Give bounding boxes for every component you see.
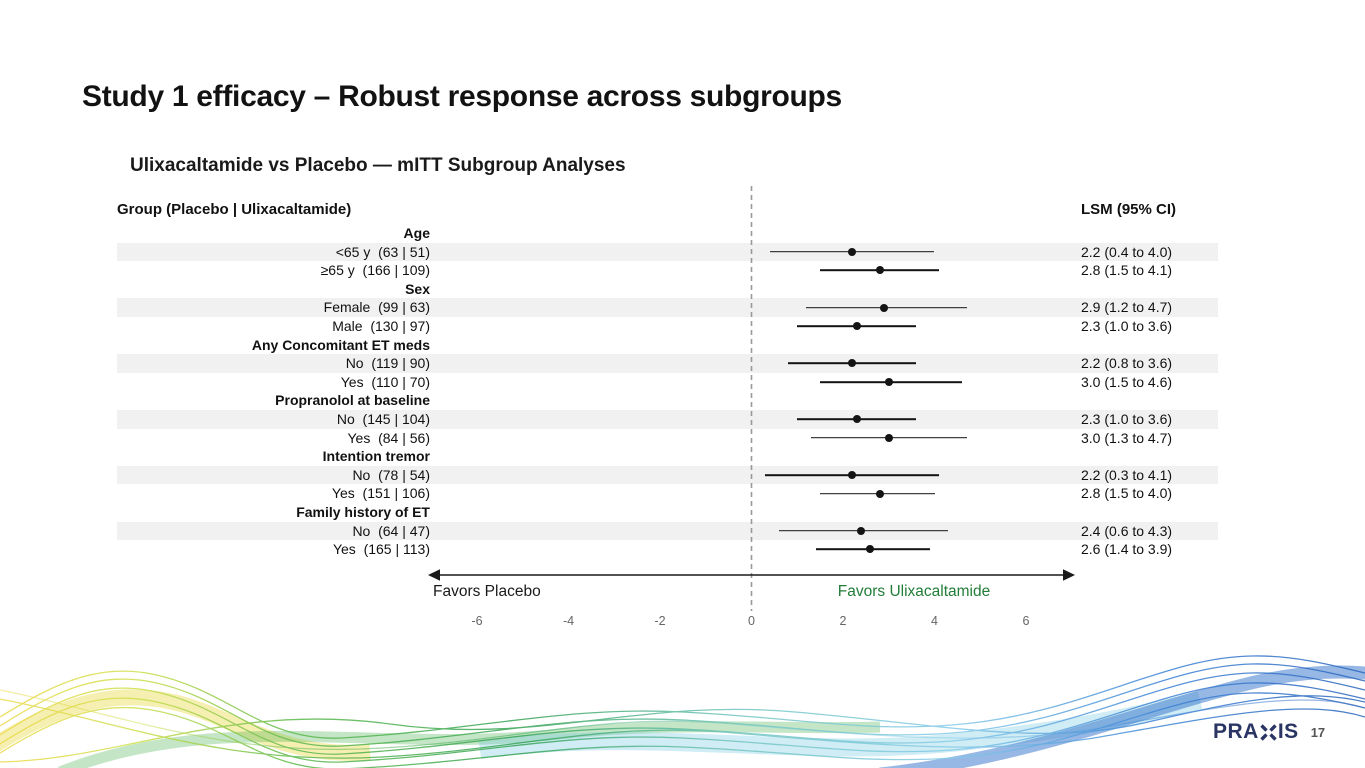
lsm-ci-value: 2.4 (0.6 to 4.3) xyxy=(1081,522,1173,539)
axis-arrow xyxy=(428,569,1075,581)
praxis-logo-text-pre: PRA xyxy=(1213,720,1259,743)
praxis-logo: PRA IS xyxy=(1213,720,1299,744)
point-estimate-marker xyxy=(848,247,857,256)
row-label: Yes (84 | 56) xyxy=(347,429,430,446)
x-axis-tick-label: 2 xyxy=(839,614,847,628)
point-estimate-marker xyxy=(857,526,866,535)
point-estimate-marker xyxy=(848,359,857,368)
lsm-ci-value: 3.0 (1.3 to 4.7) xyxy=(1081,429,1173,446)
row-label: No (145 | 104) xyxy=(336,410,430,427)
group-header-row: Sex xyxy=(117,280,1218,299)
subgroup-row: Yes (151 | 106) 2.8 (1.5 to 4.0) xyxy=(117,484,1218,503)
row-label: Yes (110 | 70) xyxy=(340,373,430,390)
row-label: Yes (165 | 113) xyxy=(332,541,430,558)
point-estimate-marker xyxy=(884,378,893,387)
lsm-ci-value: 2.9 (1.2 to 4.7) xyxy=(1081,299,1173,316)
row-label: <65 y (63 | 51) xyxy=(335,243,430,260)
point-estimate-marker xyxy=(880,303,889,312)
row-label: No (64 | 47) xyxy=(352,522,430,539)
favors-placebo-label: Favors Placebo xyxy=(433,583,541,600)
lsm-ci-value: 2.8 (1.5 to 4.0) xyxy=(1081,485,1173,502)
row-label: No (119 | 90) xyxy=(345,355,430,372)
x-axis-ticks: -6 -4 -2 0 2 4 6 xyxy=(117,614,1222,630)
forest-plot: Ulixacaltamide vs Placebo — mITT Subgrou… xyxy=(117,155,1222,637)
row-label: Female (99 | 63) xyxy=(323,299,430,316)
row-label: No (78 | 54) xyxy=(352,466,430,483)
row-label: Age xyxy=(403,225,430,241)
row-label: Any Concomitant ET meds xyxy=(251,336,430,353)
row-label: Sex xyxy=(405,280,430,297)
subgroup-row: <65 y (63 | 51) 2.2 (0.4 to 4.0) xyxy=(117,242,1218,262)
lsm-ci-value: 2.3 (1.0 to 3.6) xyxy=(1081,317,1173,334)
group-column-header: Group (Placebo | Ulixacaltamide) xyxy=(117,201,352,218)
subgroup-row: Male (130 | 97) 2.3 (1.0 to 3.6) xyxy=(117,317,1218,336)
point-estimate-marker xyxy=(852,415,861,424)
row-label: Family history of ET xyxy=(296,503,430,520)
x-axis-tick-label: -2 xyxy=(654,614,666,628)
subgroup-row: ≥65 y (166 | 109) 2.8 (1.5 to 4.1) xyxy=(117,261,1218,280)
estimate-column-header: LSM (95% CI) xyxy=(1081,201,1177,218)
point-estimate-marker xyxy=(866,545,875,554)
group-header-row: Propranolol at baseline xyxy=(117,391,1218,410)
favors-ulixacaltamide-label: Favors Ulixacaltamide xyxy=(837,583,991,600)
praxis-logo-text-post: IS xyxy=(1277,720,1299,743)
page-number: 17 xyxy=(1310,724,1326,740)
group-header-row: Age xyxy=(117,224,1218,243)
slide-footer: PRA IS 17 xyxy=(1213,720,1325,744)
point-estimate-marker xyxy=(852,322,861,331)
subgroup-row: Yes (165 | 113) 2.6 (1.4 to 3.9) xyxy=(117,540,1218,559)
forest-rows: Age <65 y (63 | 51) 2.2 (0.4 to 4.0) ≥65 y … xyxy=(117,224,1222,559)
point-estimate-marker xyxy=(848,471,857,480)
point-estimate-marker xyxy=(875,489,884,498)
row-label: Male (130 | 97) xyxy=(332,317,430,334)
x-axis-tick-label: 4 xyxy=(931,614,938,628)
group-header-row: Family history of ET xyxy=(117,503,1218,522)
subgroup-row: No (78 | 54) 2.2 (0.3 to 4.1) xyxy=(117,465,1218,485)
praxis-x-icon xyxy=(1260,723,1277,741)
x-axis-tick-label: 0 xyxy=(748,614,755,628)
subgroup-row: No (64 | 47) 2.4 (0.6 to 4.3) xyxy=(117,521,1218,541)
subgroup-row: Female (99 | 63) 2.9 (1.2 to 4.7) xyxy=(117,298,1218,317)
lsm-ci-value: 3.0 (1.5 to 4.6) xyxy=(1081,373,1173,390)
x-axis-tick-label: 6 xyxy=(1022,614,1030,628)
decorative-waves xyxy=(0,655,1365,768)
x-axis-tick-label: -6 xyxy=(471,614,483,628)
point-estimate-marker xyxy=(884,433,893,442)
subgroup-row: Yes (110 | 70) 3.0 (1.5 to 4.6) xyxy=(117,373,1218,392)
subgroup-row: Yes (84 | 56) 3.0 (1.3 to 4.7) xyxy=(117,429,1218,448)
lsm-ci-value: 2.6 (1.4 to 3.9) xyxy=(1081,541,1173,558)
x-axis-tick-label: -4 xyxy=(562,614,575,628)
lsm-ci-value: 2.2 (0.8 to 3.6) xyxy=(1081,355,1173,372)
point-estimate-marker xyxy=(875,266,884,275)
row-label: Intention tremor xyxy=(322,448,430,465)
row-label: Propranolol at baseline xyxy=(275,392,430,409)
lsm-ci-value: 2.8 (1.5 to 4.1) xyxy=(1081,262,1173,279)
lsm-ci-value: 2.2 (0.3 to 4.1) xyxy=(1081,466,1173,483)
lsm-ci-value: 2.3 (1.0 to 3.6) xyxy=(1081,410,1173,427)
row-label: ≥65 y (166 | 109) xyxy=(320,262,430,279)
chart-title: Ulixacaltamide vs Placebo — mITT Subgrou… xyxy=(130,155,626,176)
subgroup-row: No (119 | 90) 2.2 (0.8 to 3.6) xyxy=(117,354,1218,373)
lsm-ci-value: 2.2 (0.4 to 4.0) xyxy=(1081,243,1173,260)
subgroup-row: No (145 | 104) 2.3 (1.0 to 3.6) xyxy=(117,409,1218,429)
group-header-row: Intention tremor xyxy=(117,447,1218,466)
row-label: Yes (151 | 106) xyxy=(331,485,430,502)
slide-title: Study 1 efficacy – Robust response acros… xyxy=(82,80,842,113)
group-header-row: Any Concomitant ET meds xyxy=(117,336,1218,355)
